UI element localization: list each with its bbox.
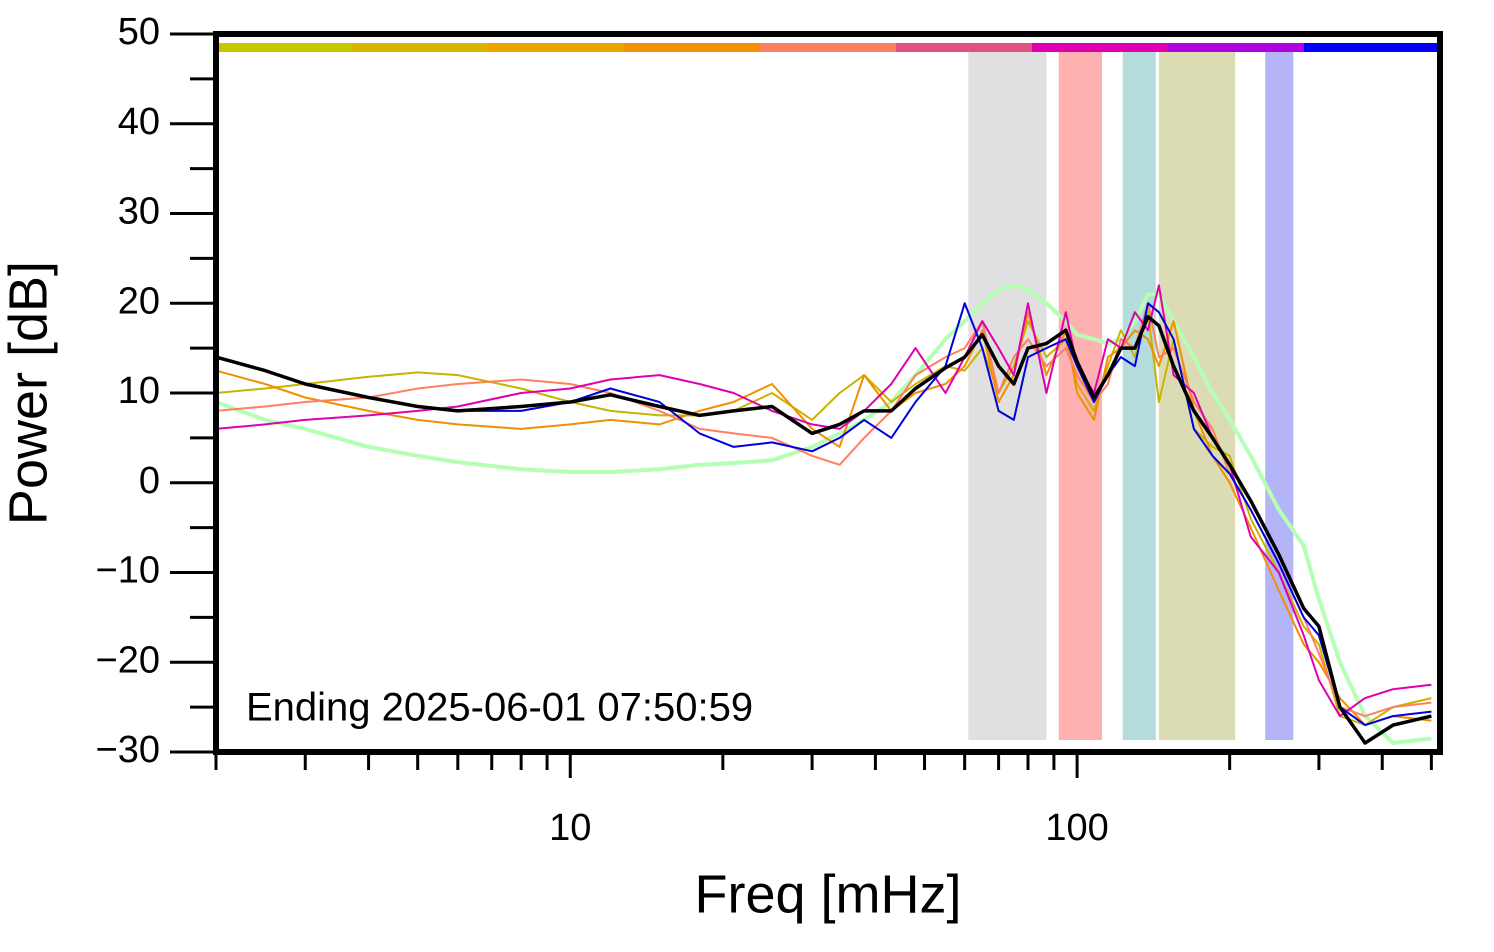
- y-tick-label: −10: [96, 550, 160, 592]
- y-axis-label: Power [dB]: [0, 261, 58, 525]
- series-line: [216, 302, 1432, 727]
- x-axis-label: Freq [mHz]: [694, 864, 961, 924]
- band: [1265, 52, 1294, 740]
- band: [1122, 52, 1156, 740]
- top-bar-segment: [1168, 43, 1305, 52]
- y-tick-label: 10: [118, 370, 160, 412]
- top-bar-segment: [760, 43, 897, 52]
- top-color-bar: [216, 43, 1441, 52]
- top-bar-segment: [352, 43, 489, 52]
- y-tick-label: −20: [96, 639, 160, 681]
- y-tick-label: −30: [96, 729, 160, 771]
- x-tick-label: 100: [1045, 807, 1108, 849]
- axes: −30 −20 −10 0 10 20 30 40 50 10 100: [96, 11, 1433, 849]
- plot-frame: [213, 31, 1443, 755]
- band: [968, 52, 1047, 740]
- y-tick-label: 20: [118, 280, 160, 322]
- bands: [968, 52, 1294, 740]
- series-line: [216, 314, 1432, 745]
- series-line: [216, 311, 1432, 727]
- band: [1158, 52, 1236, 740]
- x-tick-label: 10: [549, 807, 591, 849]
- top-bar-segment: [896, 43, 1033, 52]
- y-tick-label: 0: [139, 460, 160, 502]
- series-line: [216, 302, 1432, 718]
- lines: [216, 283, 1432, 745]
- top-bar-segment: [624, 43, 761, 52]
- y-tick-label: 50: [118, 11, 160, 53]
- annotation: Ending 2025-06-01 07:50:59: [246, 686, 753, 730]
- top-bar-segment: [216, 43, 353, 52]
- series-line: [216, 283, 1432, 745]
- top-bar-segment: [1304, 43, 1441, 52]
- top-bar-segment: [1032, 43, 1169, 52]
- y-tick-label: 30: [118, 191, 160, 233]
- top-bar-segment: [488, 43, 625, 52]
- series-line: [216, 284, 1432, 718]
- y-tick-label: 40: [118, 101, 160, 143]
